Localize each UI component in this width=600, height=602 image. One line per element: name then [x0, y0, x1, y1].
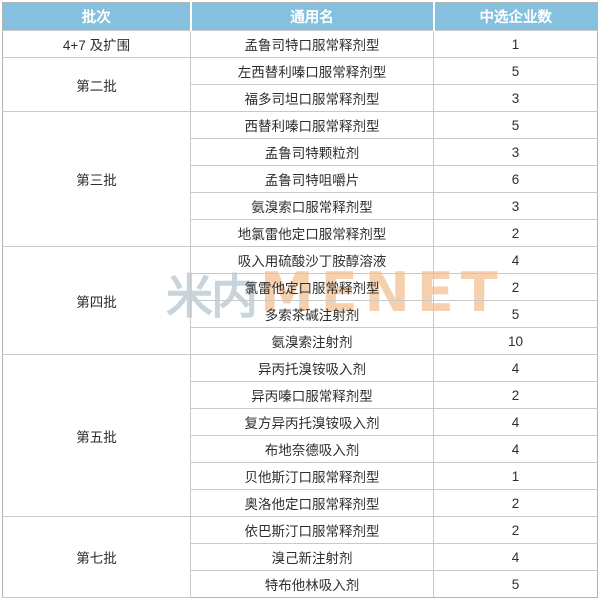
generic-name-cell: 贝他斯汀口服常释剂型: [190, 462, 434, 490]
winner-count-cell: 5: [433, 570, 598, 598]
batch-cell: 第三批: [2, 111, 191, 247]
winner-count-cell: 4: [433, 354, 598, 382]
table-row: 第七批 依巴斯汀口服常释剂型 2: [2, 516, 598, 598]
generic-name-cell: 孟鲁司特口服常释剂型: [190, 30, 434, 58]
generic-name-cell: 异丙嗪口服常释剂型: [190, 381, 434, 409]
col-header-generic-name: 通用名: [189, 2, 434, 31]
table-row: 异丙嗪口服常释剂型 2: [3, 381, 598, 409]
table-row: 第五批 异丙托溴铵吸入剂 4: [2, 354, 598, 517]
winner-count-cell: 2: [433, 489, 598, 517]
col-header-batch: 批次: [2, 2, 191, 31]
winner-count-cell: 5: [433, 111, 598, 139]
table-row: 溴己新注射剂 4: [3, 543, 598, 571]
table-row: 复方异丙托溴铵吸入剂 4: [3, 408, 598, 436]
generic-name-cell: 氨溴索口服常释剂型: [190, 192, 434, 220]
winner-count-cell: 10: [433, 327, 598, 355]
batch-cell: 第五批: [2, 354, 191, 517]
winner-count-cell: 5: [433, 300, 598, 328]
generic-name-cell: 氯雷他定口服常释剂型: [190, 273, 434, 301]
col-header-winner-count: 中选企业数: [432, 2, 598, 31]
table-row: 孟鲁司特咀嚼片 6: [3, 165, 598, 193]
batch-cell: 第七批: [2, 516, 191, 598]
batch-cell: 第四批: [2, 246, 191, 355]
generic-name-cell: 地氯雷他定口服常释剂型: [190, 219, 434, 247]
winner-count-cell: 1: [433, 462, 598, 490]
generic-name-cell: 布地奈德吸入剂: [190, 435, 434, 463]
generic-name-cell: 异丙托溴铵吸入剂: [190, 354, 434, 382]
generic-name-cell: 溴己新注射剂: [190, 543, 434, 571]
winner-count-cell: 4: [433, 408, 598, 436]
generic-name-cell: 西替利嗪口服常释剂型: [190, 111, 434, 139]
table-body: 4+7 及扩围 孟鲁司特口服常释剂型 1 第二批 左西替利嗪口服常释剂型 5 福多司坦口服常…: [2, 30, 598, 598]
table-row: 第二批 左西替利嗪口服常释剂型 5: [2, 57, 598, 112]
generic-name-cell: 福多司坦口服常释剂型: [190, 84, 434, 112]
table-row: 福多司坦口服常释剂型 3: [3, 84, 598, 112]
winner-count-cell: 3: [433, 84, 598, 112]
table-row: 布地奈德吸入剂 4: [3, 435, 598, 463]
generic-name-cell: 依巴斯汀口服常释剂型: [190, 516, 434, 544]
generic-name-cell: 左西替利嗪口服常释剂型: [190, 57, 434, 85]
batch-cell: 4+7 及扩围: [2, 30, 191, 58]
table-row: 第三批 西替利嗪口服常释剂型 5: [2, 111, 598, 247]
winner-count-cell: 4: [433, 435, 598, 463]
generic-name-cell: 氨溴索注射剂: [190, 327, 434, 355]
winner-count-cell: 3: [433, 138, 598, 166]
winner-count-cell: 5: [433, 57, 598, 85]
winner-count-cell: 1: [433, 30, 598, 58]
batch-cell: 第二批: [2, 57, 191, 112]
generic-name-cell: 孟鲁司特咀嚼片: [190, 165, 434, 193]
winner-count-cell: 2: [433, 516, 598, 544]
winner-count-cell: 2: [433, 273, 598, 301]
winner-count-cell: 3: [433, 192, 598, 220]
winner-count-cell: 2: [433, 219, 598, 247]
table-row: 特布他林吸入剂 5: [3, 570, 598, 598]
header-row: 批次 通用名 中选企业数: [2, 2, 598, 31]
generic-name-cell: 吸入用硫酸沙丁胺醇溶液: [190, 246, 434, 274]
table-row: 第四批 吸入用硫酸沙丁胺醇溶液 4: [2, 246, 598, 355]
winner-count-cell: 2: [433, 381, 598, 409]
winner-count-cell: 4: [433, 543, 598, 571]
winner-count-cell: 6: [433, 165, 598, 193]
table-row: 4+7 及扩围 孟鲁司特口服常释剂型 1: [2, 30, 598, 58]
generic-name-cell: 奥洛他定口服常释剂型: [190, 489, 434, 517]
generic-name-cell: 复方异丙托溴铵吸入剂: [190, 408, 434, 436]
generic-name-cell: 多索茶碱注射剂: [190, 300, 434, 328]
generic-name-cell: 孟鲁司特颗粒剂: [190, 138, 434, 166]
winner-count-cell: 4: [433, 246, 598, 274]
generic-name-cell: 特布他林吸入剂: [190, 570, 434, 598]
